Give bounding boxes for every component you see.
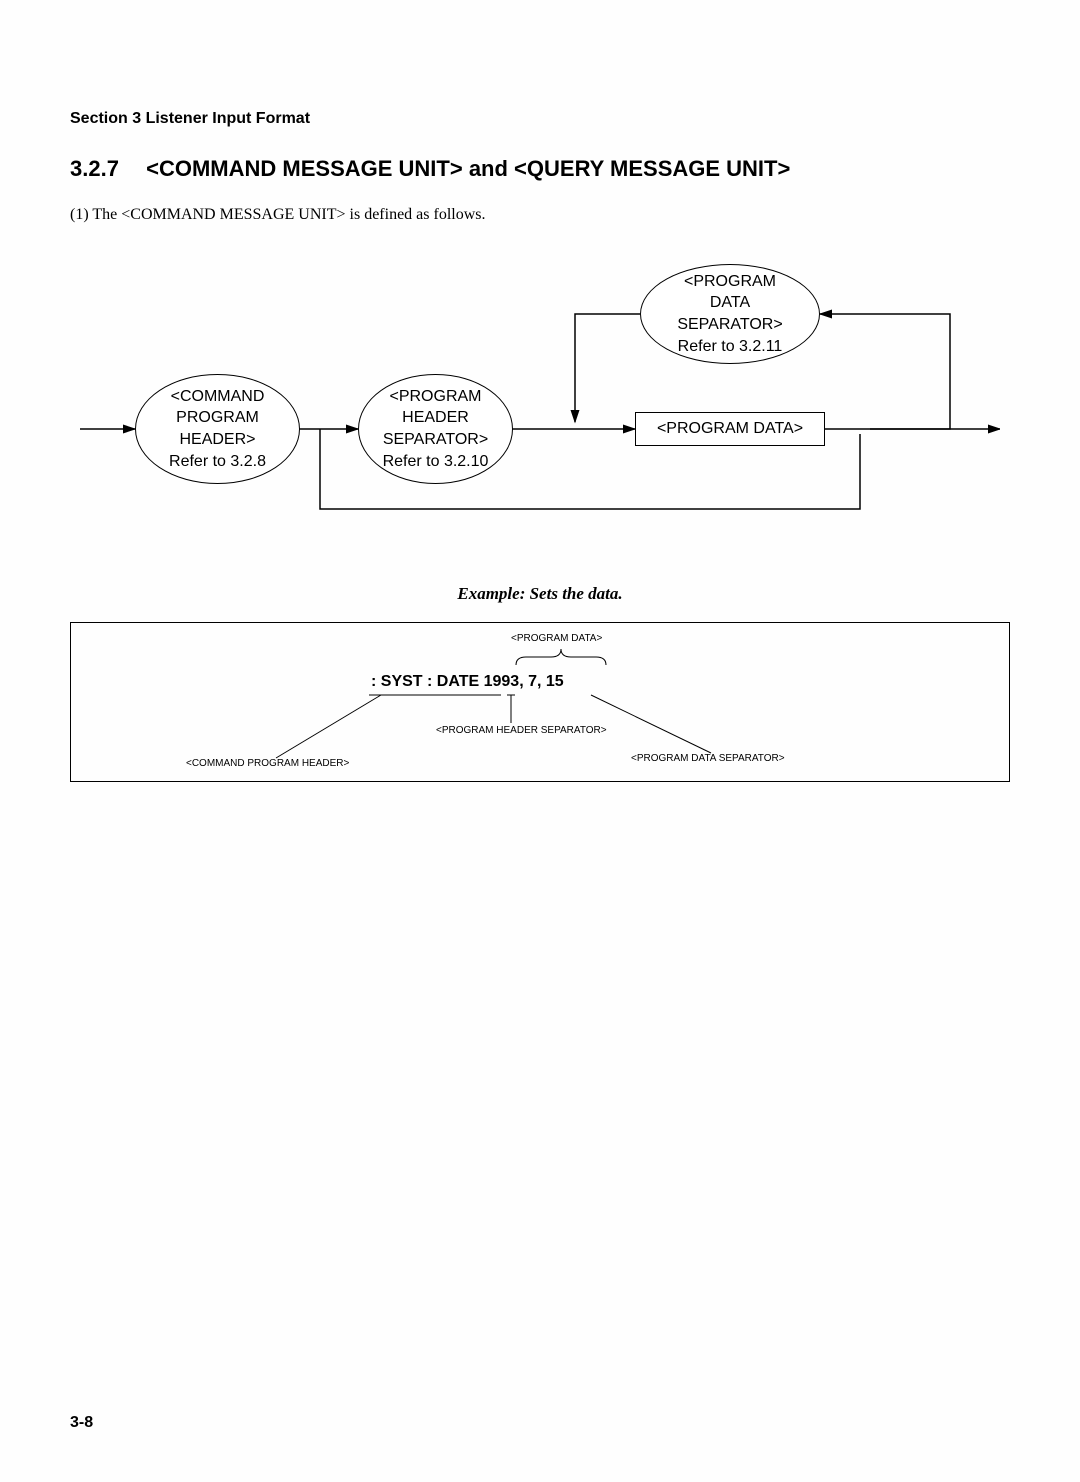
label-program-data: <PROGRAM DATA>	[511, 633, 602, 644]
syntax-diagram: <COMMAND PROGRAM HEADER> Refer to 3.2.8 …	[80, 254, 1000, 554]
example-command-text: : SYST : DATE 1993, 7, 15	[371, 673, 564, 691]
subsection-title-text: <COMMAND MESSAGE UNIT> and <QUERY MESSAG…	[146, 156, 790, 181]
body-line-1: (1) The <COMMAND MESSAGE UNIT> is define…	[70, 206, 1010, 224]
label-program-header-separator: <PROGRAM HEADER SEPARATOR>	[436, 725, 607, 736]
node-program-data: <PROGRAM DATA>	[635, 412, 825, 446]
page-number: 3-8	[70, 1414, 93, 1432]
section-header: Section 3 Listener Input Format	[70, 110, 1010, 128]
label-command-program-header: <COMMAND PROGRAM HEADER>	[186, 758, 349, 769]
node-command-program-header-label: <COMMAND PROGRAM HEADER> Refer to 3.2.8	[169, 386, 266, 472]
node-program-data-label: <PROGRAM DATA>	[657, 420, 803, 438]
example-box: <PROGRAM DATA> : SYST : DATE 1993, 7, 15…	[70, 622, 1010, 782]
label-program-data-separator: <PROGRAM DATA SEPARATOR>	[631, 753, 785, 764]
node-program-data-separator: <PROGRAM DATA SEPARATOR> Refer to 3.2.11	[640, 264, 820, 364]
subsection-title: 3.2.7 <COMMAND MESSAGE UNIT> and <QUERY …	[70, 156, 1010, 182]
node-command-program-header: <COMMAND PROGRAM HEADER> Refer to 3.2.8	[135, 374, 300, 484]
node-program-header-separator: <PROGRAM HEADER SEPARATOR> Refer to 3.2.…	[358, 374, 513, 484]
example-caption: Example: Sets the data.	[70, 584, 1010, 604]
node-program-header-separator-label: <PROGRAM HEADER SEPARATOR> Refer to 3.2.…	[383, 386, 489, 472]
node-program-data-separator-label: <PROGRAM DATA SEPARATOR> Refer to 3.2.11	[677, 271, 782, 357]
subsection-number: 3.2.7	[70, 156, 140, 182]
